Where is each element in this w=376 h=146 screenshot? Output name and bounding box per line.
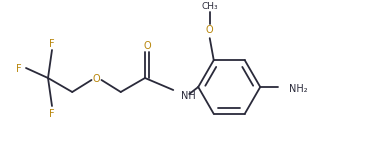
Text: F: F [49,39,55,49]
Text: NH: NH [181,91,196,101]
Text: O: O [206,25,214,35]
Text: F: F [16,64,22,74]
Text: NH₂: NH₂ [289,84,308,94]
Text: CH₃: CH₃ [202,2,218,11]
Text: O: O [93,74,100,84]
Text: O: O [143,41,151,51]
Text: F: F [49,109,55,119]
